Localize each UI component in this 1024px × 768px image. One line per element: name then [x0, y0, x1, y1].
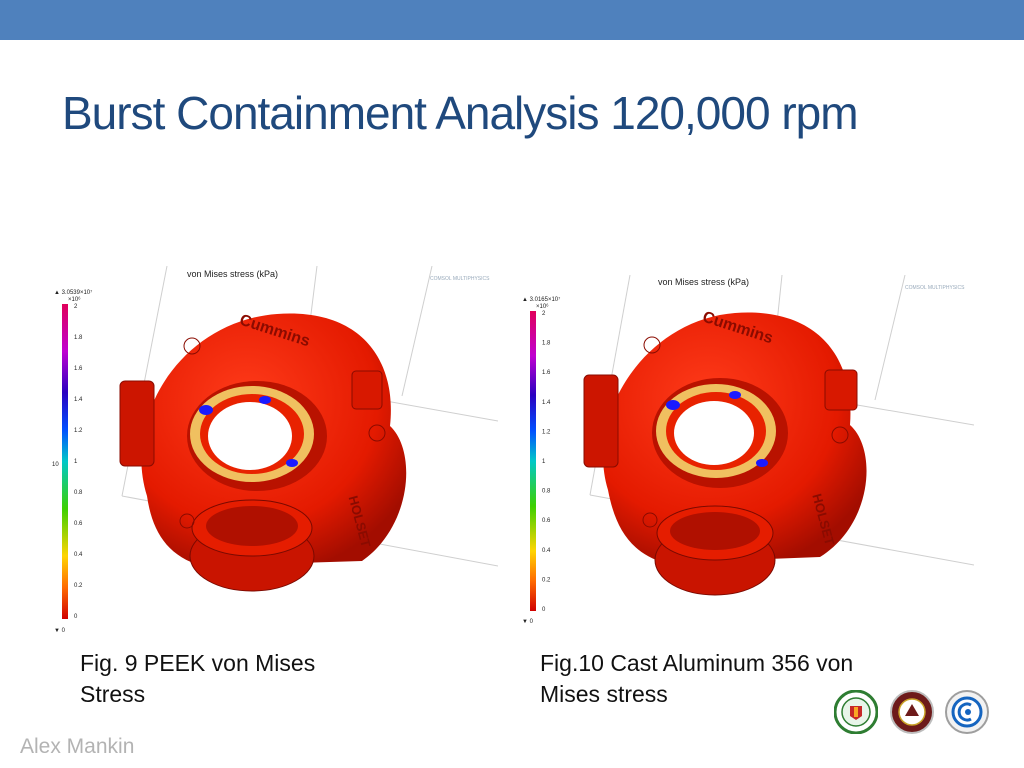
colorbar-tick-label: 0.4 [74, 552, 83, 558]
university-seal-maroon-icon [890, 690, 934, 734]
colorbar-tick-label: 0 [542, 607, 546, 613]
colorbar-tick-label: 0.2 [74, 583, 83, 589]
colorbar-tick-label: 0 [74, 614, 78, 620]
caption-line: Fig.10 Cast Aluminum 356 von [540, 650, 854, 676]
colorbar-tick-label: 1.2 [542, 429, 551, 435]
colorbar-max-label: ▲ 3.0165×10⁷ [522, 296, 560, 303]
colorbar-tick-label: 1 [542, 459, 546, 465]
comsol-watermark: COMSOL MULTIPHYSICS [905, 285, 965, 291]
engineering-seal-blue-icon [945, 690, 989, 734]
caption-line: Stress [80, 681, 146, 707]
colorbar-tick-label: 0.4 [542, 548, 551, 554]
colorbar-tick-label: 0.8 [74, 490, 83, 496]
plot-title: von Mises stress (kPa) [187, 269, 278, 279]
turbo-housing-model: Cummins HOLSET [119, 312, 407, 592]
colorbar-tick-label: 0.6 [542, 518, 551, 524]
top-accent-bar [0, 0, 1024, 40]
colorbar-tick-label: 1.2 [74, 428, 83, 434]
colorbar-tick-label: 0.6 [74, 521, 83, 527]
colorbar [530, 311, 536, 611]
colorbar-tick-label: 1 [74, 459, 78, 465]
svg-text:10: 10 [52, 462, 59, 468]
comsol-watermark: COMSOL MULTIPHYSICS [430, 276, 490, 282]
slide-title: Burst Containment Analysis 120,000 rpm [62, 87, 859, 139]
colorbar-ticks: 2 1.8 1.6 1.4 1.2 1 0.8 0.6 0.4 0.2 0 [74, 304, 83, 620]
university-seal-green-icon [834, 690, 878, 734]
caption-fig9: Fig. 9 PEEK von Mises Stress [80, 648, 315, 710]
caption-fig10: Fig.10 Cast Aluminum 356 von Mises stres… [540, 648, 853, 710]
colorbar-tick-label: 1.8 [74, 335, 83, 341]
colorbar-tick-label: 1.6 [542, 370, 551, 376]
colorbar-tick-label: 0.8 [542, 489, 551, 495]
colorbar-tick-label: 2 [542, 311, 546, 317]
colorbar-tick-label: 2 [74, 304, 78, 310]
colorbar [62, 304, 68, 619]
turbo-housing-model: Cummins HOLSET [583, 309, 867, 596]
colorbar-tick-label: 1.6 [74, 366, 83, 372]
colorbar-tick-label: 1.8 [542, 341, 551, 347]
colorbar-min-label: ▼ 0 [54, 628, 66, 634]
figure-peek: von Mises stress (kPa) COMSOL MULTIPHYSI… [52, 266, 498, 636]
author-footer: Alex Mankin [20, 735, 135, 758]
caption-line: Mises stress [540, 681, 668, 707]
colorbar-ticks: 2 1.8 1.6 1.4 1.2 1 0.8 0.6 0.4 0.2 0 [542, 311, 551, 613]
colorbar-tick-label: 0.2 [542, 577, 551, 583]
colorbar-scale-factor: ×10⁶ [68, 296, 81, 303]
colorbar-tick-label: 1.4 [74, 397, 83, 403]
plot-title: von Mises stress (kPa) [658, 277, 749, 287]
caption-line: Fig. 9 PEEK von Mises [80, 650, 316, 676]
colorbar-min-label: ▼ 0 [522, 619, 534, 625]
colorbar-max-label: ▲ 3.0539×10⁷ [54, 289, 92, 296]
colorbar-scale-factor: ×10⁶ [536, 303, 549, 310]
colorbar-tick-label: 1.4 [542, 400, 551, 406]
figure-aluminum: von Mises stress (kPa) COMSOL MULTIPHYSI… [520, 275, 974, 627]
